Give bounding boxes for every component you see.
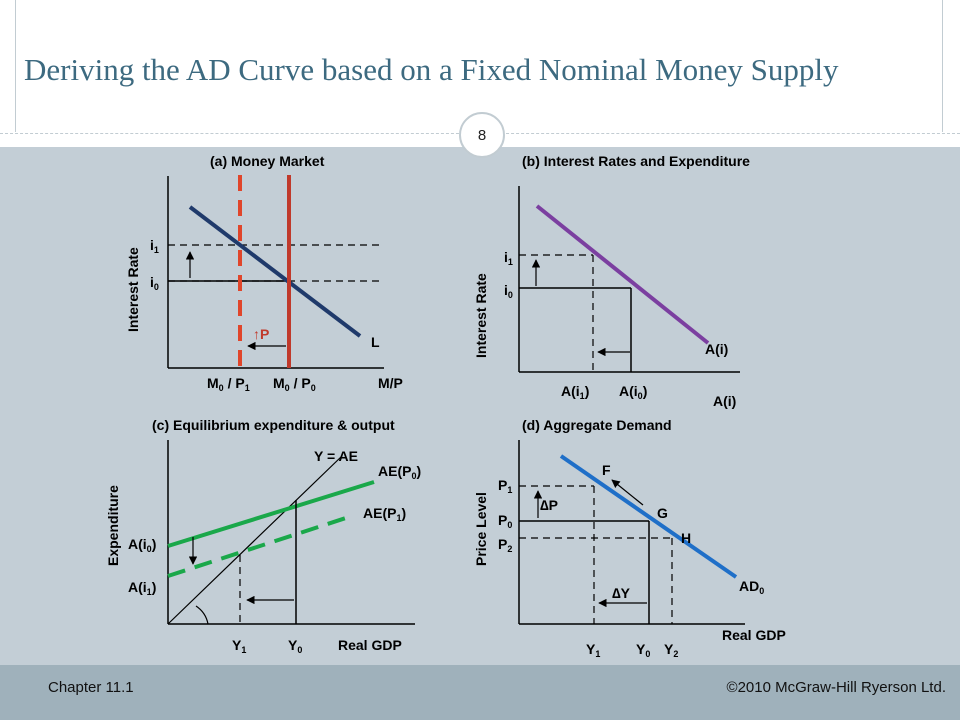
panel-a-y-label: Interest Rate [125,247,141,332]
panel-c-ae1-line [167,514,353,578]
panel-a-money-market: (a) Money Market Interest Rate ↑P L i1 i… [125,153,403,393]
panel-d-x-label: Real GDP [722,627,786,643]
footer: Chapter 11.1 ©2010 McGraw-Hill Ryerson L… [0,665,960,720]
panel-a-shift-label: ↑P [253,326,269,342]
panel-b-expenditure-curve [535,204,710,345]
panel-a-i0-label: i0 [150,274,159,292]
page-number-badge: 8 [459,112,505,158]
panel-a-i1-label: i1 [150,237,159,255]
panel-b-x-label: A(i) [713,393,736,409]
slide-title: Deriving the AD Curve based on a Fixed N… [24,52,839,87]
panel-c-x-label: Real GDP [338,637,402,653]
panel-d-ad-label: AD0 [739,578,764,596]
panel-d-aggregate-demand: (d) Aggregate Demand Price Level P1 P0 P… [473,417,786,659]
footer-chapter: Chapter 11.1 [48,679,134,696]
panel-c-angle-arc [195,605,209,625]
panel-d-h-label: H [681,530,691,546]
panel-a-x-label: M/P [378,375,403,391]
content-panel [0,147,960,665]
panel-d-p1-label: P1 [498,477,512,495]
panel-d-dy-label: ∆Y [612,585,631,601]
panel-c-y0-label: Y0 [288,637,302,655]
panel-d-dp-label: ∆P [540,497,558,513]
panel-c-y1-label: Y1 [232,637,246,655]
panel-d-ad-curve [559,454,738,579]
panel-c-45-degree-line [167,455,343,625]
panel-a-m0-label: M0 / P0 [273,375,316,393]
panel-d-p2-label: P2 [498,536,512,554]
panel-c-a1-label: A(i1) [128,579,156,597]
panel-c-a0-label: A(i0) [128,536,156,554]
panel-d-move-arrow [611,479,644,506]
panel-d-f-label: F [602,462,611,478]
panel-a-m1-label: M0 / P1 [207,375,250,393]
panel-d-y2-label: Y2 [664,641,678,659]
panel-b-y-label: Interest Rate [473,273,489,358]
panel-a-heading: (a) Money Market [210,153,325,169]
panel-c-ae0-line [167,480,375,548]
panel-a-curve-label: L [371,334,380,350]
panel-d-y0-label: Y0 [636,641,650,659]
panel-b-interest-expenditure: (b) Interest Rates and Expenditure Inter… [473,153,750,409]
panel-d-y-label: Price Level [473,492,489,566]
panel-c-y-label: Expenditure [105,485,121,566]
panel-b-a1-label: A(i1) [561,383,589,401]
panel-b-i1-label: i1 [504,249,513,267]
panel-b-a0-label: A(i0) [619,383,647,401]
panel-b-i0-label: i0 [504,282,513,300]
panel-b-heading: (b) Interest Rates and Expenditure [522,153,750,169]
panel-c-heading: (c) Equilibrium expenditure & output [152,417,395,433]
panel-d-heading: (d) Aggregate Demand [522,417,672,433]
panel-b-curve-label: A(i) [705,341,728,357]
footer-copyright: ©2010 McGraw-Hill Ryerson Ltd. [726,679,946,696]
panel-c-45-label: Y = AE [314,448,358,464]
panel-c-ae1-label: AE(P1) [363,505,406,523]
panel-d-g-label: G [657,505,668,521]
slide-frame [15,0,943,132]
panel-c-equilibrium: (c) Equilibrium expenditure & output Exp… [105,417,421,655]
panel-a-demand-curve [188,205,362,338]
diagrams: (a) Money Market Interest Rate ↑P L i1 i… [105,153,786,659]
panel-d-p0-label: P0 [498,512,512,530]
panel-d-y1-label: Y1 [586,641,600,659]
panel-c-ae0-label: AE(P0) [378,463,421,481]
